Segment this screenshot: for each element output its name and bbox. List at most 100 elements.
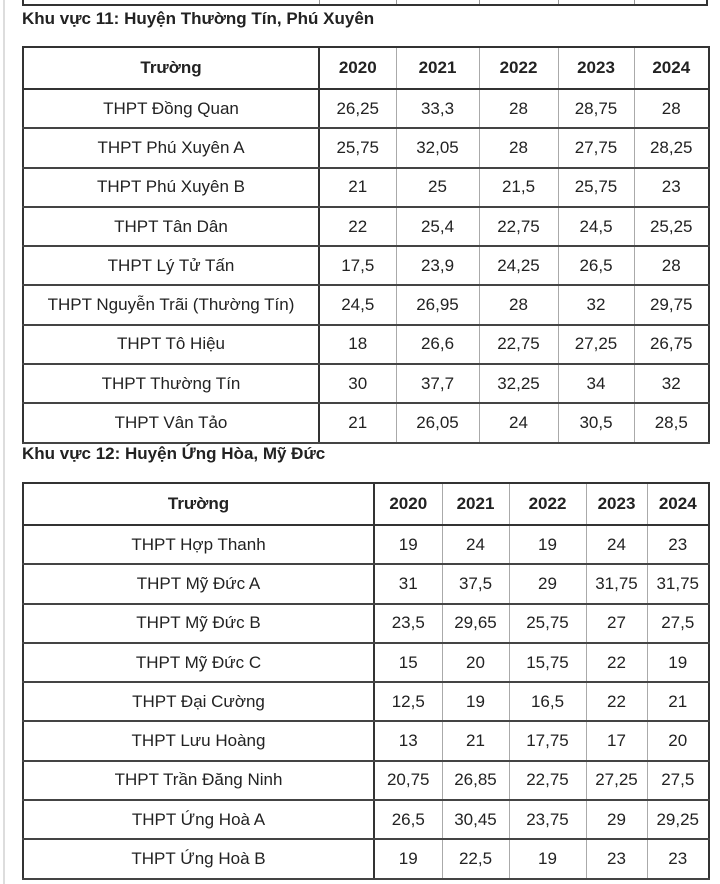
header-year: 2024 — [646, 482, 710, 526]
table-row: THPT Lý Tử Tấn 17,5 23,9 24,25 26,5 28 — [22, 245, 710, 287]
score-cell: 23 — [585, 838, 648, 880]
school-name: THPT Tô Hiệu — [22, 324, 320, 366]
score-cell: 25,4 — [395, 206, 480, 248]
score-cell: 13 — [373, 720, 443, 762]
school-name: THPT Thường Tín — [22, 363, 320, 405]
score-cell: 24,25 — [478, 245, 559, 287]
score-cell: 27,25 — [557, 324, 635, 366]
table-row: THPT Thường Tín 30 37,7 32,25 34 32 — [22, 363, 710, 405]
score-cell: 23,75 — [508, 799, 587, 841]
header-year: 2021 — [395, 46, 480, 90]
header-row: Trường 2020 2021 2022 2023 2024 — [22, 482, 710, 526]
score-cell: 23 — [633, 167, 710, 208]
header-year: 2023 — [557, 46, 635, 90]
table-row: THPT Mỹ Đức A 31 37,5 29 31,75 31,75 — [22, 563, 710, 605]
school-name: THPT Ứng Hoà B — [22, 838, 375, 880]
score-cell: 23,9 — [395, 245, 480, 287]
table-row: THPT Đại Cường 12,5 19 16,5 22 21 — [22, 681, 710, 723]
school-name: THPT Hợp Thanh — [22, 524, 375, 566]
section-title-12: Khu vực 12: Huyện Ứng Hòa, Mỹ Đức — [22, 444, 326, 463]
score-cell: 28 — [633, 88, 710, 130]
score-cell: 25,25 — [633, 206, 710, 248]
score-cell: 17,5 — [318, 245, 397, 287]
school-name: THPT Đại Cường — [22, 681, 375, 723]
table-row: THPT Trần Đăng Ninh 20,75 26,85 22,75 27,25 2… — [22, 760, 710, 802]
score-cell: 22 — [318, 206, 397, 248]
score-cell: 28 — [633, 245, 710, 287]
score-cell: 29 — [585, 799, 648, 841]
score-cell: 23,5 — [373, 603, 443, 644]
score-cell: 25 — [395, 167, 480, 208]
school-name: THPT Trần Đăng Ninh — [22, 760, 375, 802]
score-cell: 22,75 — [508, 760, 587, 802]
score-cell: 15,75 — [508, 642, 587, 684]
score-cell: 19 — [373, 524, 443, 566]
table-row: THPT Ứng Hoà B 19 22,5 19 23 23 — [22, 838, 710, 880]
school-name: THPT Đồng Quan — [22, 88, 320, 130]
score-cell: 30,5 — [557, 402, 635, 444]
score-cell: 29,65 — [441, 603, 510, 644]
score-cell: 32,25 — [478, 363, 559, 405]
score-cell: 24 — [478, 402, 559, 444]
table-row: THPT Hợp Thanh 19 24 19 24 23 — [22, 524, 710, 566]
score-cell: 32 — [557, 284, 635, 326]
table-row: THPT Phú Xuyên B 21 25 21,5 25,75 23 — [22, 167, 710, 208]
score-cell: 26,05 — [395, 402, 480, 444]
table-row: THPT Vân Tảo 21 26,05 24 30,5 28,5 — [22, 402, 710, 444]
score-cell: 26,85 — [441, 760, 510, 802]
score-cell: 26,75 — [633, 324, 710, 366]
score-cell: 20 — [441, 642, 510, 684]
score-cell: 20 — [646, 720, 710, 762]
score-cell: 21 — [318, 402, 397, 444]
school-name: THPT Lưu Hoàng — [22, 720, 375, 762]
school-name: THPT Phú Xuyên B — [22, 167, 320, 208]
score-cell: 28 — [478, 127, 559, 169]
table-row: THPT Tô Hiệu 18 26,6 22,75 27,25 26,75 — [22, 324, 710, 366]
score-cell: 16,5 — [508, 681, 587, 723]
score-table-khu-vuc-11: Trường 2020 2021 2022 2023 2024 THPT Đồng Quan… — [22, 46, 710, 444]
score-cell: 20,75 — [373, 760, 443, 802]
score-cell: 28 — [478, 88, 559, 130]
score-cell: 32 — [633, 363, 710, 405]
score-cell: 26,95 — [395, 284, 480, 326]
score-cell: 24 — [441, 524, 510, 566]
score-cell: 22,5 — [441, 838, 510, 880]
score-cell: 30,45 — [441, 799, 510, 841]
score-cell: 22 — [585, 642, 648, 684]
score-cell: 19 — [646, 642, 710, 684]
table-row: THPT Tân Dân 22 25,4 22,75 24,5 25,25 — [22, 206, 710, 248]
score-cell: 21 — [318, 167, 397, 208]
header-school: Trường — [22, 482, 375, 526]
score-cell: 19 — [441, 681, 510, 723]
score-cell: 23 — [646, 524, 710, 566]
score-cell: 28 — [478, 284, 559, 326]
score-cell: 22,75 — [478, 206, 559, 248]
school-name: THPT Mỹ Đức C — [22, 642, 375, 684]
score-cell: 31 — [373, 563, 443, 605]
school-name: THPT Tân Dân — [22, 206, 320, 248]
school-name: THPT Phú Xuyên A — [22, 127, 320, 169]
header-year: 2022 — [508, 482, 587, 526]
score-cell: 26,25 — [318, 88, 397, 130]
score-cell: 25,75 — [508, 603, 587, 644]
score-cell: 19 — [373, 838, 443, 880]
score-cell: 21 — [441, 720, 510, 762]
score-cell: 24,5 — [318, 284, 397, 326]
header-year: 2024 — [633, 46, 710, 90]
score-cell: 25,75 — [557, 167, 635, 208]
score-cell: 27,25 — [585, 760, 648, 802]
score-cell: 24,5 — [557, 206, 635, 248]
score-cell: 17,75 — [508, 720, 587, 762]
score-cell: 37,7 — [395, 363, 480, 405]
score-cell: 27 — [585, 603, 648, 644]
header-year: 2020 — [318, 46, 397, 90]
table-row: THPT Nguyễn Trãi (Thường Tín) 24,5 26,95 28… — [22, 284, 710, 326]
score-cell: 19 — [508, 838, 587, 880]
table-row: THPT Ứng Hoà A 26,5 30,45 23,75 29 29,25 — [22, 799, 710, 841]
score-cell: 12,5 — [373, 681, 443, 723]
score-cell: 34 — [557, 363, 635, 405]
score-cell: 23 — [646, 838, 710, 880]
score-cell: 26,5 — [373, 799, 443, 841]
score-cell: 22 — [585, 681, 648, 723]
score-cell: 27,5 — [646, 603, 710, 644]
